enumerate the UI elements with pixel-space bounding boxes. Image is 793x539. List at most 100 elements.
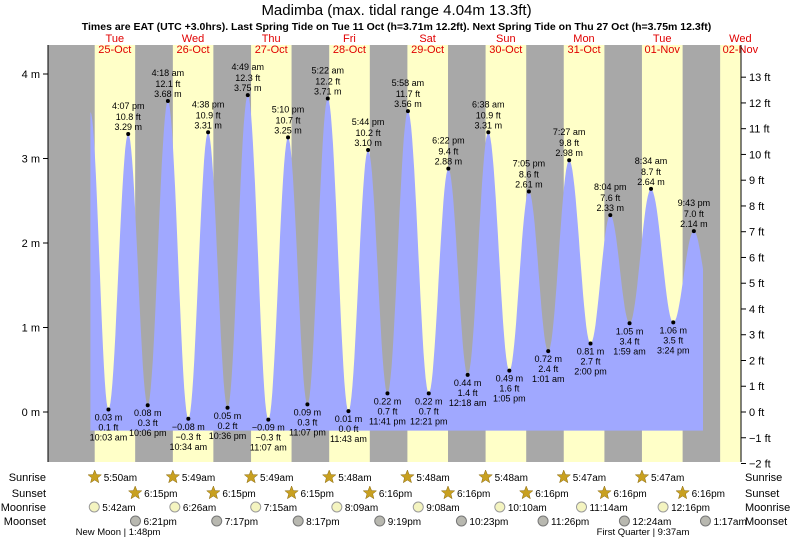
day-date: 25-Oct <box>98 44 131 56</box>
moonrise-time: 6:26am <box>183 503 216 514</box>
tide-curve <box>90 95 703 431</box>
tide-feet: 12.1 ft <box>155 79 181 89</box>
tide-point <box>206 130 211 135</box>
tide-meters: 0.01 m <box>335 414 363 424</box>
tide-meters: 2.88 m <box>435 157 463 167</box>
tide-feet: 0.0 ft <box>338 424 359 434</box>
tide-point <box>507 368 512 373</box>
sunrise-time: 5:48am <box>338 473 371 484</box>
moonset-time: 1:17am <box>713 517 746 528</box>
sun-star-icon <box>127 485 143 500</box>
tide-time: 4:49 am <box>232 62 265 72</box>
tide-time: 1:59 am <box>613 346 646 356</box>
row-label-sunrise: Sunrise <box>9 472 46 484</box>
tide-feet: 7.0 ft <box>684 209 705 219</box>
sunset-time: 6:15pm <box>301 489 334 500</box>
sun-star-icon <box>206 485 221 500</box>
y2-tick-label: 12 ft <box>749 98 770 110</box>
sun-star-icon <box>87 469 103 484</box>
y-tick-label: 1 m <box>22 323 40 335</box>
y2-tick-label: 0 ft <box>749 407 764 419</box>
tide-point <box>106 407 111 412</box>
y-tick-label: 2 m <box>22 238 40 250</box>
tide-feet: 9.8 ft <box>559 138 580 148</box>
tide-time: 6:22 pm <box>432 136 465 146</box>
tide-time: 10:36 pm <box>209 431 247 441</box>
tide-meters: 0.72 m <box>534 354 562 364</box>
y2-tick-label: 3 ft <box>749 330 764 342</box>
tide-time: 5:22 am <box>312 66 345 76</box>
tide-feet: 7.6 ft <box>600 193 621 203</box>
row-label-sunset: Sunset <box>12 488 46 500</box>
tide-feet: 0.3 ft <box>297 417 318 427</box>
tide-point <box>608 213 613 218</box>
moonset-time: 6:21pm <box>143 517 176 528</box>
astro-rows: Sunrise Sunrise Sunset Sunset Moonrise Moonri… <box>1 469 790 538</box>
y-axis-feet: 13 ft 12 ft 11 ft 10 ft 9 ft 8 ft 7 ft 6 ft 5 ft… <box>740 45 771 471</box>
day-name: Thu <box>262 33 281 45</box>
tide-feet: 10.9 ft <box>476 110 502 120</box>
tide-point <box>465 372 470 377</box>
moonrise-icon <box>575 501 587 513</box>
day-date: 29-Oct <box>411 44 444 56</box>
row-label-right-moonrise: Moonrise <box>745 502 790 514</box>
row-label-moonrise: Moonrise <box>1 502 46 514</box>
day-name: Sat <box>419 33 436 45</box>
tide-meters: 0.03 m <box>95 412 123 422</box>
tide-meters: 3.29 m <box>114 122 142 132</box>
tide-meters: 0.08 m <box>134 408 162 418</box>
day-date: 27-Oct <box>255 44 288 56</box>
moonset-icon <box>129 515 141 527</box>
day-name: Tue <box>106 33 125 45</box>
tide-meters: 0.09 m <box>294 407 322 417</box>
tide-point <box>266 417 271 422</box>
day-date: 31-Oct <box>567 44 600 56</box>
tide-time: 8:04 pm <box>594 182 627 192</box>
y-axis-meters: 4 m 3 m 2 m 1 m 0 m <box>22 45 49 462</box>
sunrise-time: 5:50am <box>104 473 137 484</box>
tide-point <box>426 391 431 396</box>
tide-meters: 0.05 m <box>214 411 242 421</box>
sunset-time: 6:16pm <box>457 489 490 500</box>
tide-time: 7:27 am <box>553 127 586 137</box>
tide-time: 8:34 am <box>635 156 668 166</box>
tide-point <box>286 135 291 140</box>
tide-feet: 10.8 ft <box>116 112 142 122</box>
tide-meters: 2.33 m <box>597 203 625 213</box>
day-name: Mon <box>573 33 594 45</box>
day-date: 26-Oct <box>176 44 209 56</box>
day-name: Wed <box>729 33 751 45</box>
sunset-time: 6:16pm <box>613 489 646 500</box>
tide-time: 2:00 pm <box>574 367 607 377</box>
tide-meters: 1.05 m <box>616 326 644 336</box>
tide-time: 4:38 pm <box>192 99 225 109</box>
sunrise-time: 5:47am <box>651 473 684 484</box>
tide-feet: 9.4 ft <box>438 147 459 157</box>
tide-time: 11:41 pm <box>369 416 406 426</box>
day-name: Wed <box>182 33 204 45</box>
moonrise-icon <box>494 501 506 513</box>
sunrise-time: 5:49am <box>182 473 215 484</box>
tide-point <box>346 409 351 414</box>
day-date: 28-Oct <box>333 44 366 56</box>
tide-feet: −0.3 ft <box>176 432 202 442</box>
tide-point <box>526 189 531 194</box>
sun-star-icon <box>440 485 456 500</box>
tide-time: 11:43 am <box>330 434 367 444</box>
sunset-time: 6:16pm <box>379 489 412 500</box>
moonset-time: 7:17pm <box>225 517 258 528</box>
y2-tick-label: 10 ft <box>749 149 770 161</box>
moon-phase: First Quarter | 9:37am <box>597 527 690 538</box>
sunrise-time: 5:48am <box>416 473 449 484</box>
sun-star-icon <box>362 485 378 500</box>
moonset-icon <box>455 515 467 527</box>
moonrise-time: 12:16pm <box>671 503 710 514</box>
tide-feet: 2.7 ft <box>581 357 602 367</box>
moonset-time: 11:26pm <box>551 517 589 528</box>
sun-star-icon <box>478 469 493 484</box>
y-tick-label: 0 m <box>22 407 40 419</box>
sun-star-icon <box>284 485 299 500</box>
y2-tick-label: 9 ft <box>749 175 764 187</box>
tide-meters: 0.44 m <box>454 378 482 388</box>
tide-feet: 0.3 ft <box>138 418 159 428</box>
